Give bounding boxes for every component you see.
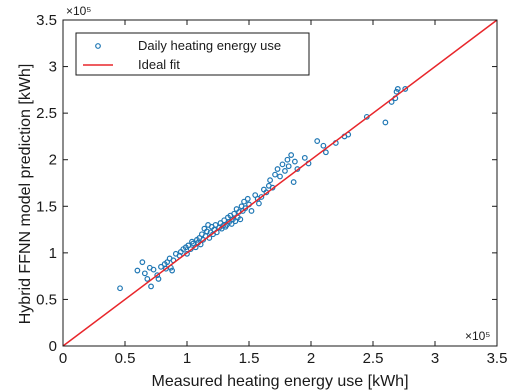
data-point: [314, 138, 321, 144]
axes-layer: 0 0.5 1 1.5 2 2.5 3 3.5 0 0.5 1 1.5 2 2.5 3 3.5: [36, 12, 507, 367]
y-tick-label: 3: [49, 59, 57, 76]
data-point: [322, 149, 329, 156]
data-point: [221, 217, 228, 224]
data-point: [402, 86, 409, 92]
data-point: [231, 210, 238, 217]
data-point: [256, 200, 262, 207]
y-tick-label: 0.5: [36, 291, 57, 308]
y-axis-exponent: ×10⁵: [66, 4, 91, 18]
data-point: [272, 171, 278, 178]
data-point: [139, 259, 146, 266]
data-point: [237, 216, 244, 223]
legend-marker-scatter: [95, 43, 101, 49]
data-point: [258, 194, 265, 200]
data-point: [288, 152, 295, 158]
x-axis-label: Measured heating energy use [kWh]: [151, 373, 408, 390]
data-point: [290, 179, 297, 185]
plot-frame: [62, 19, 498, 347]
data-point: [241, 198, 247, 205]
data-point: [301, 154, 308, 161]
data-point: [291, 158, 298, 165]
data-point: [212, 222, 219, 228]
data-point: [274, 166, 281, 172]
legend-box: [75, 32, 310, 76]
data-point: [169, 267, 176, 274]
x-tick-label: 1.5: [239, 350, 260, 367]
x-tick-label: 2.5: [363, 350, 384, 367]
data-point: [282, 167, 288, 174]
data-point: [320, 142, 327, 149]
data-point: [279, 161, 286, 168]
y-tick-label: 1: [49, 245, 57, 262]
x-tick-label: 3.5: [487, 350, 508, 367]
x-tick-label: 1: [183, 350, 191, 367]
data-point: [117, 285, 123, 292]
data-point: [141, 270, 148, 277]
x-tick-label: 0: [59, 350, 67, 367]
data-point: [393, 88, 400, 95]
data-point: [144, 276, 151, 282]
legend-entry-scatter: Daily heating energy use: [138, 38, 281, 53]
y-axis-label: Hybrid FFNN model prediction [kWh]: [17, 64, 34, 325]
data-point: [148, 283, 154, 290]
legend-entry-line: Ideal fit: [138, 57, 180, 72]
data-point: [394, 86, 401, 92]
data-point: [382, 119, 389, 126]
ideal-fit-line: [62, 19, 498, 347]
y-tick-label: 0: [49, 338, 57, 355]
data-point: [203, 228, 210, 235]
data-point: [155, 276, 162, 282]
data-point: [158, 263, 164, 270]
data-point: [284, 156, 291, 163]
x-tick-label: 2: [307, 350, 315, 367]
y-tick-label: 2: [49, 152, 57, 169]
x-axis-exponent: ×10⁵: [465, 329, 490, 343]
plot-layer: [62, 19, 498, 347]
data-point: [248, 208, 255, 214]
data-point: [244, 195, 251, 202]
y-tick-label: 2.5: [36, 105, 57, 122]
data-point: [150, 266, 157, 273]
data-point: [285, 163, 292, 170]
x-tick-label: 0.5: [115, 350, 136, 367]
y-tick-label: 3.5: [36, 12, 57, 29]
data-point: [134, 267, 141, 274]
legend: Daily heating energy use Ideal fit: [75, 32, 310, 76]
data-point: [277, 173, 283, 180]
data-point: [267, 177, 273, 184]
x-tick-label: 3: [431, 350, 439, 367]
y-tick-label: 1.5: [36, 198, 57, 215]
